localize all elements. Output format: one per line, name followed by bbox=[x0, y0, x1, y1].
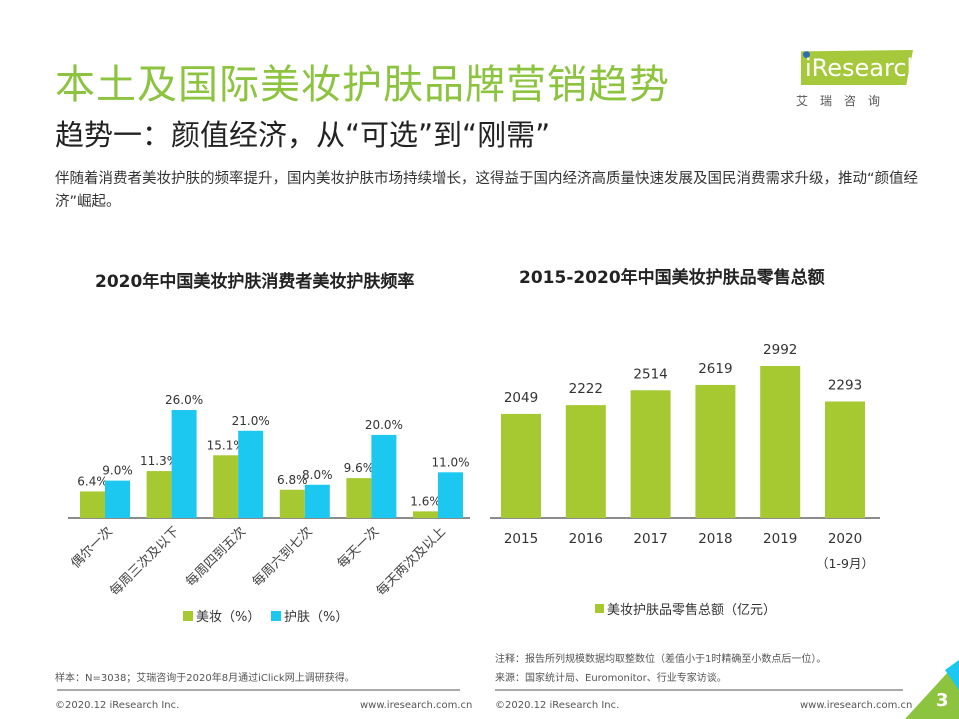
website-link[interactable]: www.iresearch.com.cn bbox=[800, 700, 913, 711]
data-label: 9.6% bbox=[344, 461, 375, 475]
data-label: 21.0% bbox=[232, 414, 270, 428]
data-label: 26.0% bbox=[165, 393, 203, 407]
bar-makeup bbox=[346, 478, 372, 518]
x-tick-label: 2017 bbox=[633, 531, 667, 547]
data-label: 20.0% bbox=[365, 418, 403, 432]
footer-divider bbox=[57, 689, 460, 691]
data-label: 2514 bbox=[633, 366, 667, 382]
sample-note: 样本：N=3038；艾瑞咨询于2020年8月通过iClick网上调研获得。 bbox=[55, 673, 355, 684]
x-tick-label: 2019 bbox=[763, 531, 797, 547]
bar-retail-sales bbox=[630, 390, 671, 518]
bar-retail-sales bbox=[501, 413, 541, 518]
data-label: 2992 bbox=[763, 342, 797, 358]
bar-retail-sales bbox=[825, 401, 865, 518]
legend-label: 美妆（%） bbox=[196, 610, 260, 625]
data-label: 9.0% bbox=[102, 464, 133, 478]
bar-skincare bbox=[105, 480, 130, 518]
description: 伴随着消费者美妆护肤的频率提升，国内美妆护肤市场持续增长，这得益于国内经济高质量… bbox=[55, 171, 919, 210]
page-corner-decoration bbox=[905, 660, 959, 719]
x-tick-label: 2020 bbox=[828, 531, 862, 547]
chart2-title: 2015-2020年中国美妆护肤品零售总额 bbox=[519, 268, 825, 288]
legend-label: 美妆护肤品零售总额（亿元） bbox=[607, 602, 776, 618]
footer-divider bbox=[495, 689, 903, 691]
bar-retail-sales bbox=[760, 366, 801, 518]
x-tick-label: 每天一次 bbox=[334, 524, 382, 572]
x-tick-label: 每周三次及以下 bbox=[107, 524, 183, 600]
chart1-title: 2020年中国美妆护肤消费者美妆护肤频率 bbox=[95, 272, 415, 292]
data-label: 2049 bbox=[504, 390, 538, 406]
x-tick-label: 每周六到七次 bbox=[249, 524, 315, 590]
data-label: 8.0% bbox=[302, 468, 333, 482]
page-number: 3 bbox=[936, 690, 949, 711]
data-label: 2222 bbox=[569, 381, 603, 397]
data-label: 11.0% bbox=[431, 455, 469, 469]
bar-makeup bbox=[279, 489, 305, 518]
website-link[interactable]: www.iresearch.com.cn bbox=[360, 700, 473, 711]
remark-note: 注释：报告所列规模数据均取整数位（差值小于1时精确至小数点后一位）。 bbox=[495, 654, 827, 665]
copyright: ©2020.12 iResearch Inc. bbox=[55, 700, 180, 711]
legend-swatch bbox=[271, 611, 281, 621]
bar-makeup bbox=[213, 455, 239, 518]
bar-makeup bbox=[146, 471, 172, 518]
x-tick-label: 偶尔一次 bbox=[68, 524, 116, 572]
copyright: ©2020.12 iResearch Inc. bbox=[495, 700, 620, 711]
x-tick-label: 每周四到五次 bbox=[183, 524, 249, 590]
page-subtitle: 趋势一：颜值经济，从“可选”到“刚需” bbox=[55, 118, 551, 152]
data-label: 15.1% bbox=[207, 438, 245, 452]
x-tick-label: 2018 bbox=[698, 531, 732, 547]
bar-skincare bbox=[438, 472, 463, 518]
page-title: 本土及国际美妆护肤品牌营销趋势 bbox=[55, 62, 670, 108]
bar-makeup bbox=[413, 511, 438, 518]
data-label: 1.6% bbox=[410, 494, 441, 508]
data-label: 11.3% bbox=[140, 454, 178, 468]
bar-retail-sales bbox=[695, 384, 736, 518]
x-tick-sublabel: （1-9月） bbox=[816, 556, 874, 571]
x-tick-label: 每天两次及以上 bbox=[373, 524, 449, 600]
legend-label: 护肤（%） bbox=[284, 610, 348, 625]
bar-makeup bbox=[80, 491, 105, 518]
data-label: 2293 bbox=[828, 378, 862, 394]
legend-swatch bbox=[183, 611, 193, 621]
bar-skincare bbox=[371, 434, 397, 518]
bar-skincare bbox=[238, 430, 264, 518]
bar-retail-sales bbox=[565, 405, 606, 518]
legend-swatch bbox=[595, 604, 604, 613]
data-label: 6.4% bbox=[77, 474, 108, 488]
bar-skincare bbox=[171, 410, 197, 518]
data-label: 6.8% bbox=[277, 473, 308, 487]
x-tick-label: 2015 bbox=[504, 531, 538, 547]
data-label: 2619 bbox=[698, 361, 732, 377]
x-tick-label: 2016 bbox=[569, 531, 603, 547]
bar-skincare bbox=[304, 484, 330, 518]
source-note: 来源：国家统计局、Euromonitor、行业专家访谈。 bbox=[495, 673, 727, 684]
